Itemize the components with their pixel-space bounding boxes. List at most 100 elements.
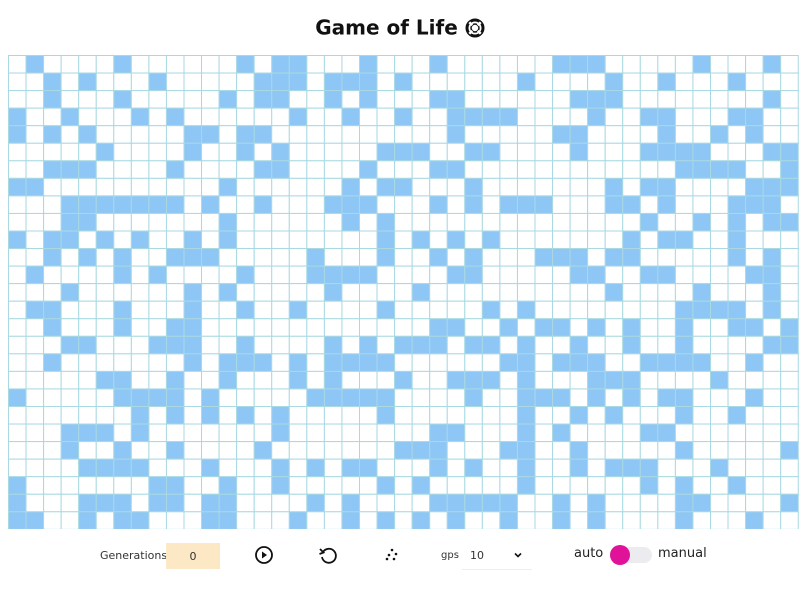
cell[interactable] [446,318,466,337]
cell[interactable] [429,476,448,495]
cell[interactable] [762,406,782,425]
cell[interactable] [253,125,273,144]
cell[interactable] [552,195,571,214]
mode-toggle[interactable] [606,543,654,567]
cell[interactable] [587,248,606,267]
cell[interactable] [95,353,115,372]
cell[interactable] [43,248,62,267]
cell[interactable] [516,511,536,529]
cell[interactable] [394,370,413,390]
cell[interactable] [306,406,325,425]
cell[interactable] [60,335,80,355]
cell[interactable] [499,195,518,214]
cell[interactable] [130,107,150,127]
cell[interactable] [341,107,361,127]
cell[interactable] [587,283,606,302]
cell[interactable] [692,265,712,285]
cell[interactable] [499,212,518,232]
cell[interactable] [429,458,448,478]
cell[interactable] [710,406,729,425]
cell[interactable] [622,511,641,529]
cell[interactable] [165,300,185,320]
cell[interactable] [60,230,80,250]
cell[interactable] [236,318,255,337]
cell[interactable] [341,370,361,390]
cell[interactable] [323,195,343,214]
cell[interactable] [271,90,290,109]
cell[interactable] [552,406,571,425]
cell[interactable] [429,370,448,390]
cell[interactable] [516,142,536,162]
cell[interactable] [95,248,115,267]
cell[interactable] [130,370,150,390]
cell[interactable] [569,283,589,302]
cell[interactable] [376,423,396,443]
cell[interactable] [639,72,659,92]
cell[interactable] [359,212,378,232]
cell[interactable] [604,177,624,197]
cell[interactable] [622,300,641,320]
cell[interactable] [376,283,396,302]
cell[interactable] [148,458,167,478]
cell[interactable] [43,230,62,250]
cell[interactable] [639,55,659,74]
cell[interactable] [271,195,290,214]
cell[interactable] [288,388,308,408]
cell[interactable] [130,248,150,267]
cell[interactable] [148,388,167,408]
cell[interactable] [411,441,431,460]
cell[interactable] [236,476,255,495]
cell[interactable] [516,370,536,390]
cell[interactable] [481,458,501,478]
cell[interactable] [674,353,694,372]
cell[interactable] [113,90,132,109]
cell[interactable] [587,476,606,495]
cell[interactable] [183,423,203,443]
cell[interactable] [657,230,676,250]
cell[interactable] [253,230,273,250]
cell[interactable] [446,458,466,478]
cell[interactable] [95,212,115,232]
cell[interactable] [464,353,483,372]
cell[interactable] [674,458,694,478]
cell[interactable] [622,107,641,127]
cell[interactable] [710,160,729,179]
cell[interactable] [201,55,220,74]
cell[interactable] [359,476,378,495]
cell[interactable] [130,441,150,460]
cell[interactable] [25,388,45,408]
cell[interactable] [25,458,45,478]
cell[interactable] [8,283,27,302]
cell[interactable] [481,55,501,74]
cell[interactable] [183,353,203,372]
cell[interactable] [552,142,571,162]
cell[interactable] [60,125,80,144]
cell[interactable] [569,177,589,197]
cell[interactable] [692,125,712,144]
cell[interactable] [376,458,396,478]
cell[interactable] [95,107,115,127]
cell[interactable] [8,212,27,232]
cell[interactable] [253,493,273,513]
cell[interactable] [201,493,220,513]
cell[interactable] [446,107,466,127]
cell[interactable] [534,142,554,162]
cell[interactable] [587,370,606,390]
cell[interactable] [236,55,255,74]
cell[interactable] [323,283,343,302]
cell[interactable] [183,212,203,232]
cell[interactable] [113,423,132,443]
cell[interactable] [8,441,27,460]
cell[interactable] [481,230,501,250]
cell[interactable] [148,90,167,109]
cell[interactable] [710,72,729,92]
cell[interactable] [499,493,518,513]
cell[interactable] [376,406,396,425]
cell[interactable] [253,441,273,460]
cell[interactable] [534,493,554,513]
cell[interactable] [8,493,27,513]
cell[interactable] [674,125,694,144]
cell[interactable] [376,318,396,337]
cell[interactable] [710,107,729,127]
cell[interactable] [780,107,799,127]
